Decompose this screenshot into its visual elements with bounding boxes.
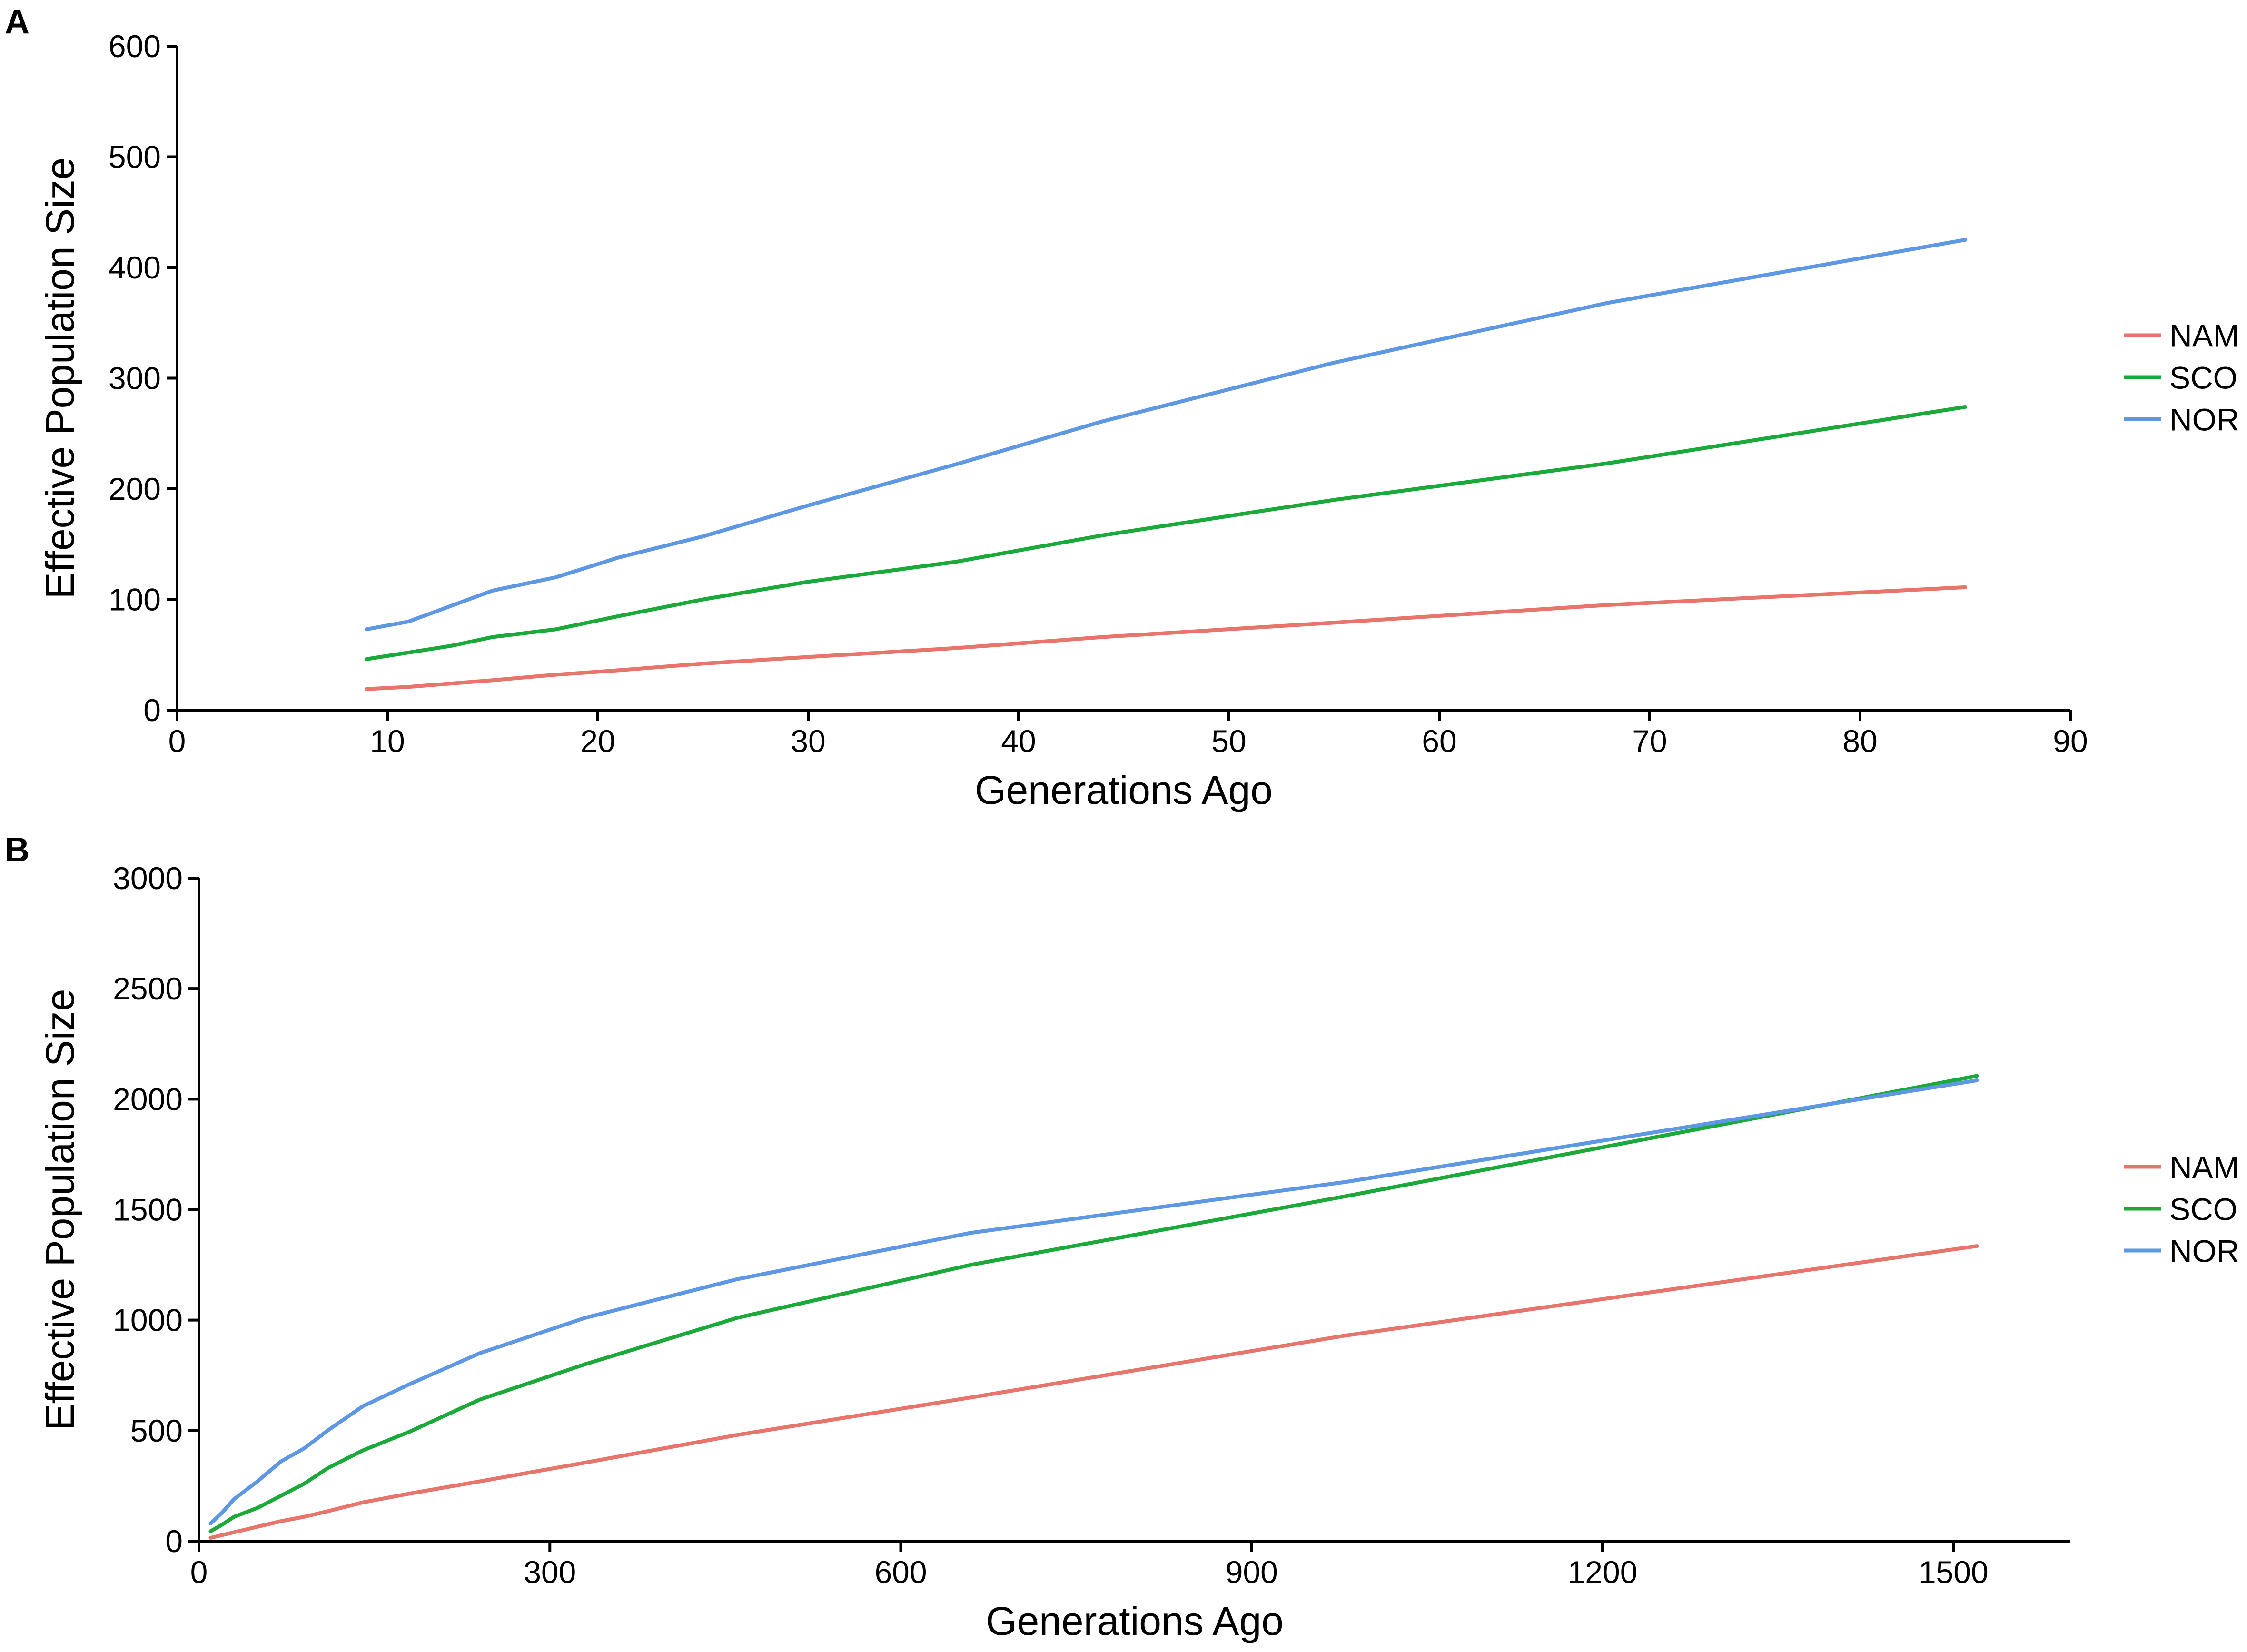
x-axis-title: Generations Ago [986,1599,1284,1643]
y-tick-label: 0 [143,692,161,728]
x-tick-label: 600 [874,1554,927,1590]
x-tick-label: 70 [1632,723,1667,759]
y-tick-label: 500 [130,1413,183,1448]
y-axis-title: Effective Population Size [38,158,82,599]
series-line-nor [364,237,1967,632]
y-tick-label: 600 [109,29,161,64]
series-line-nam [208,1244,1979,1540]
y-tick-label: 1000 [113,1303,183,1338]
x-tick-label: 300 [524,1554,576,1590]
x-tick-label: 0 [190,1554,208,1590]
x-tick-label: 80 [1842,723,1877,759]
series-line-nor [208,1078,1979,1525]
x-tick-label: 10 [370,723,405,759]
x-tick-label: 90 [2053,723,2088,759]
x-tick-label: 40 [1001,723,1036,759]
y-tick-label: 400 [109,250,161,285]
legend-label-nam: NAM [2169,1150,2239,1185]
series-line-nam [364,585,1967,691]
y-tick-label: 300 [109,361,161,396]
x-tick-label: 1200 [1568,1554,1638,1590]
y-tick-label: 2000 [113,1081,183,1117]
legend-label-sco: SCO [2169,1192,2237,1227]
y-axis-title: Effective Population Size [38,989,82,1431]
y-tick-label: 200 [109,471,161,506]
panel-b: B 0 500 1000 1500 2000 2500 3000 0 300 600 900 1200 1… [5,831,2239,1643]
y-tick-label: 500 [109,139,161,175]
legend-label-nor: NOR [2169,402,2239,437]
y-tick-label: 100 [109,582,161,617]
legend-label-sco: SCO [2169,360,2237,396]
y-tick-label: 2500 [113,971,183,1006]
x-tick-label: 30 [791,723,825,759]
series-line-sco [364,405,1967,661]
series-line-sco [208,1074,1979,1533]
x-tick-label: 900 [1226,1554,1278,1590]
x-tick-label: 20 [580,723,615,759]
panel-a: A 0 100 200 300 400 500 600 0 10 20 30 40 50 60 70 80 90 G… [5,3,2239,812]
x-tick-label: 60 [1422,723,1456,759]
y-tick-label: 1500 [113,1192,183,1227]
y-tick-label: 0 [165,1523,183,1559]
x-axis-title: Generations Ago [975,768,1273,812]
legend-label-nam: NAM [2169,318,2239,354]
x-tick-label: 1500 [1919,1554,1989,1590]
panel-letter: A [5,3,30,41]
x-tick-label: 0 [168,723,186,759]
panel-letter: B [5,831,30,869]
legend-label-nor: NOR [2169,1234,2239,1269]
y-tick-label: 3000 [113,861,183,896]
x-tick-label: 50 [1211,723,1246,759]
